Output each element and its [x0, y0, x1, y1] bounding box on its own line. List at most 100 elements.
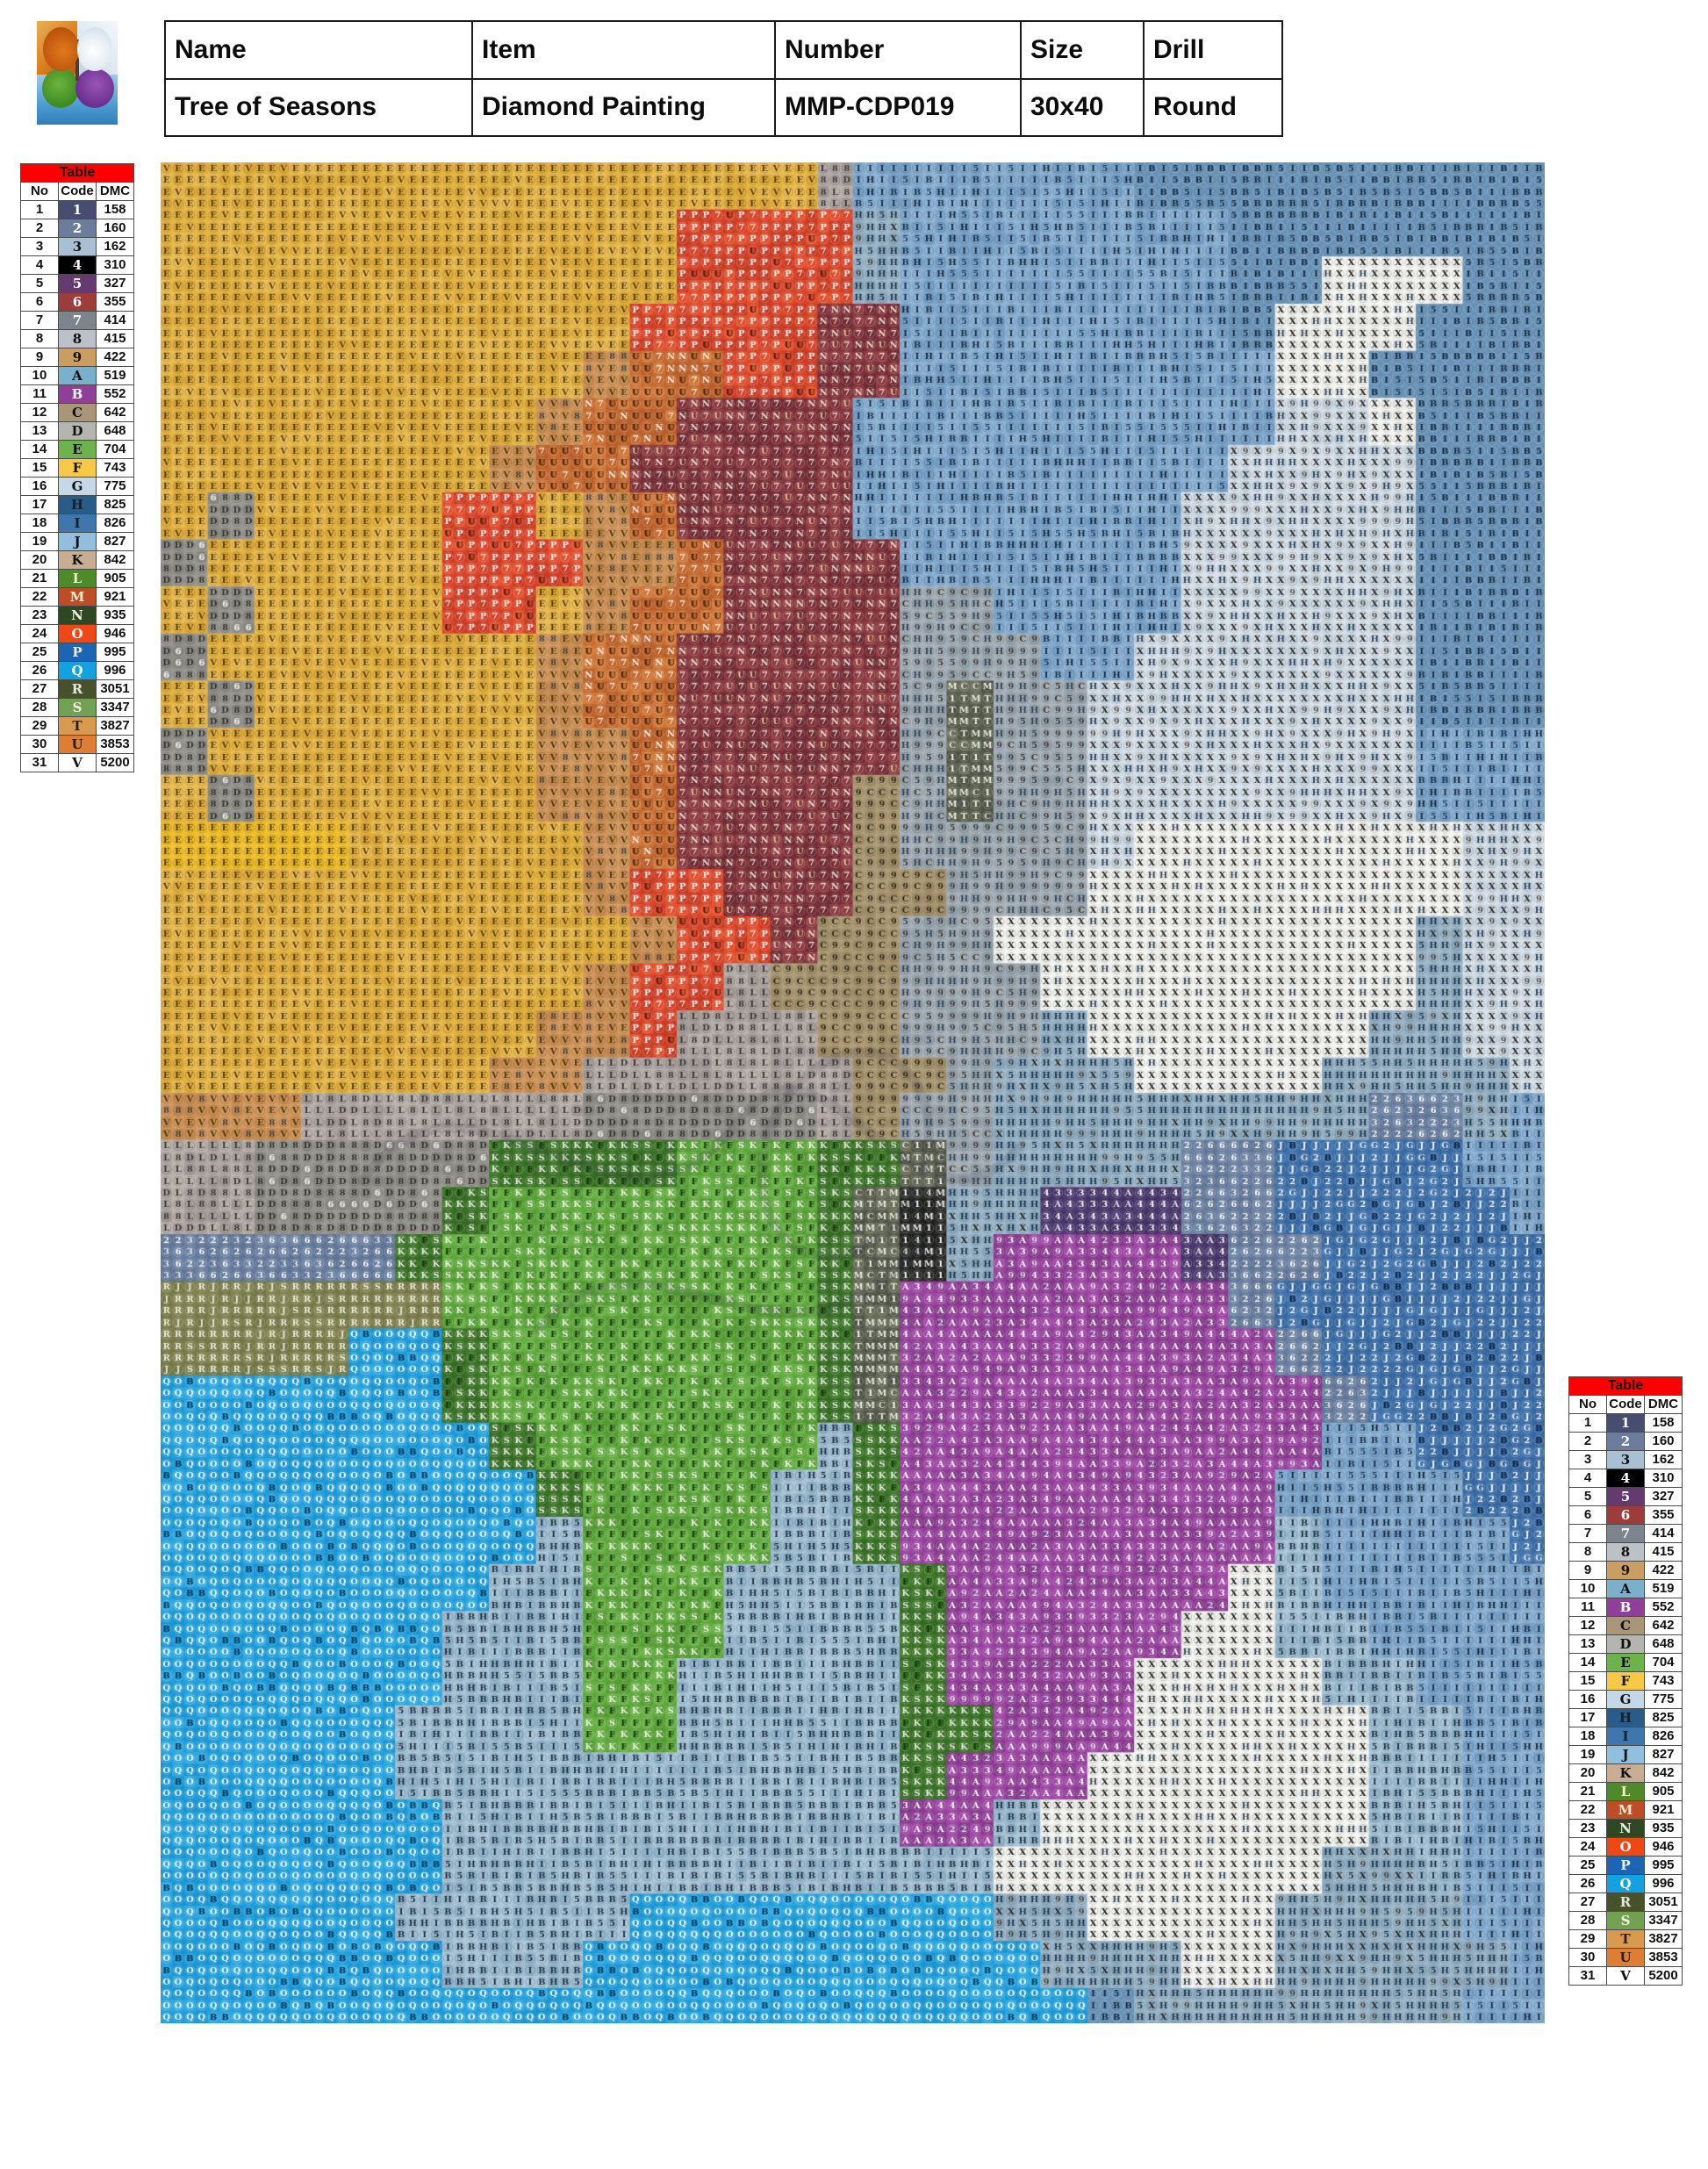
- legend-no: 7: [1568, 1524, 1607, 1543]
- legend-dmc: 552: [96, 384, 134, 404]
- legend-dmc: 905: [96, 569, 134, 588]
- legend-no: 26: [1568, 1874, 1607, 1893]
- legend-dmc: 935: [96, 606, 134, 625]
- legend-dmc: 414: [96, 311, 134, 330]
- legend-row: 1 1 158: [20, 200, 134, 219]
- legend-code-swatch: Q: [58, 661, 97, 680]
- legend-row: 17 H 825: [1568, 1708, 1683, 1727]
- legend-no: 3: [20, 237, 59, 256]
- legend-row: 14 E 704: [1568, 1653, 1683, 1672]
- legend-row: 4 4 310: [20, 255, 134, 275]
- legend-code-swatch: H: [1606, 1708, 1645, 1727]
- legend-code-swatch: G: [58, 477, 97, 496]
- spec-table: Name Item Number Size Drill Tree of Seas…: [164, 20, 1283, 137]
- legend-code-swatch: M: [1606, 1800, 1645, 1820]
- legend-row: 16 G 775: [1568, 1690, 1683, 1709]
- legend-row: 30 U 3853: [20, 735, 134, 754]
- legend-row: 29 T 3827: [20, 716, 134, 736]
- legend-dmc: 996: [1644, 1874, 1683, 1893]
- legend-code-swatch: T: [1606, 1929, 1645, 1949]
- legend-no: 9: [1568, 1561, 1607, 1580]
- legend-header-code: Code: [58, 182, 97, 201]
- legend-row: 11 B 552: [20, 384, 134, 404]
- legend-dmc: 827: [96, 532, 134, 551]
- legend-row: 2 2 160: [20, 219, 134, 238]
- legend-no: 4: [1568, 1469, 1607, 1488]
- legend-code-swatch: 8: [1606, 1542, 1645, 1562]
- legend-code-swatch: L: [58, 569, 97, 588]
- spec-value-size: 30x40: [1020, 77, 1145, 137]
- legend-code-swatch: F: [1606, 1671, 1645, 1691]
- legend-code-swatch: K: [58, 550, 97, 570]
- legend-code-swatch: B: [58, 384, 97, 404]
- spec-header-drill: Drill: [1143, 20, 1283, 80]
- legend-code-swatch: J: [1606, 1745, 1645, 1764]
- legend-dmc: 825: [96, 495, 134, 514]
- legend-row: 31 V 5200: [20, 753, 134, 772]
- legend-no: 12: [1568, 1616, 1607, 1635]
- legend-no: 22: [1568, 1800, 1607, 1820]
- color-legend-left: Table No Code DMC 1 1 158 2 2 160 3 3 162 4 4 310 5 5 327 6…: [20, 163, 134, 772]
- legend-row: 27 R 3051: [20, 679, 134, 699]
- legend-no: 21: [1568, 1782, 1607, 1801]
- thumbnail-spring-reflection: [75, 68, 115, 109]
- color-legend-right: Table No Code DMC 1 1 158 2 2 160 3 3 162 4 4 310 5 5 327 6…: [1568, 1376, 1683, 1986]
- legend-dmc: 422: [96, 348, 134, 367]
- legend-dmc: 935: [1644, 1819, 1683, 1838]
- legend-row: 10 A 519: [1568, 1579, 1683, 1598]
- legend-dmc: 3051: [1644, 1892, 1683, 1912]
- legend-code-swatch: 5: [58, 274, 97, 293]
- legend-code-swatch: N: [58, 606, 97, 625]
- spec-value-drill: Round: [1143, 77, 1283, 137]
- legend-row: 3 3 162: [1568, 1450, 1683, 1469]
- spec-value-item: Diamond Painting: [471, 77, 776, 137]
- legend-code-swatch: 6: [1606, 1505, 1645, 1525]
- legend-code-swatch: 1: [1606, 1413, 1645, 1433]
- legend-dmc: 519: [96, 366, 134, 385]
- legend-row: 28 S 3347: [20, 698, 134, 717]
- legend-dmc: 704: [1644, 1653, 1683, 1672]
- legend-no: 14: [20, 440, 59, 459]
- legend-no: 14: [1568, 1653, 1607, 1672]
- legend-row: 15 F 743: [1568, 1671, 1683, 1691]
- legend-dmc: 3051: [96, 679, 134, 699]
- legend-code-swatch: L: [1606, 1782, 1645, 1801]
- legend-row: 7 7 414: [20, 311, 134, 330]
- legend-row: 11 B 552: [1568, 1598, 1683, 1617]
- legend-code-swatch: 7: [58, 311, 97, 330]
- legend-dmc: 3853: [1644, 1948, 1683, 1967]
- legend-no: 8: [1568, 1542, 1607, 1562]
- legend-code-swatch: C: [58, 403, 97, 422]
- thumbnail-summer-reflection: [41, 68, 79, 109]
- legend-row: 16 G 775: [20, 477, 134, 496]
- spec-header-row: Name Item Number Size Drill: [164, 20, 1283, 80]
- legend-code-swatch: 8: [58, 329, 97, 348]
- legend-no: 27: [1568, 1892, 1607, 1912]
- legend-dmc: 162: [96, 237, 134, 256]
- legend-no: 28: [20, 698, 59, 717]
- legend-no: 6: [1568, 1505, 1607, 1525]
- thumbnail-image: [25, 18, 130, 128]
- legend-dmc: 3827: [96, 716, 134, 736]
- legend-row: 24 O 946: [1568, 1837, 1683, 1857]
- legend-row: 3 3 162: [20, 237, 134, 256]
- legend-no: 13: [20, 421, 59, 441]
- legend-header-code: Code: [1606, 1395, 1645, 1414]
- legend-code-swatch: F: [58, 458, 97, 478]
- legend-dmc: 995: [96, 643, 134, 662]
- legend-dmc: 160: [96, 219, 134, 238]
- legend-dmc: 158: [96, 200, 134, 219]
- legend-row: 18 I 826: [1568, 1727, 1683, 1746]
- legend-code-swatch: T: [58, 716, 97, 736]
- legend-code-swatch: K: [1606, 1763, 1645, 1783]
- spec-value-name: Tree of Seasons: [164, 77, 473, 137]
- legend-row: 10 A 519: [20, 366, 134, 385]
- legend-no: 23: [20, 606, 59, 625]
- legend-row: 5 5 327: [1568, 1487, 1683, 1506]
- legend-dmc: 422: [1644, 1561, 1683, 1580]
- legend-no: 8: [20, 329, 59, 348]
- legend-row: 4 4 310: [1568, 1469, 1683, 1488]
- legend-row: 25 P 995: [20, 643, 134, 662]
- legend-row: 6 6 355: [20, 292, 134, 312]
- legend-no: 9: [20, 348, 59, 367]
